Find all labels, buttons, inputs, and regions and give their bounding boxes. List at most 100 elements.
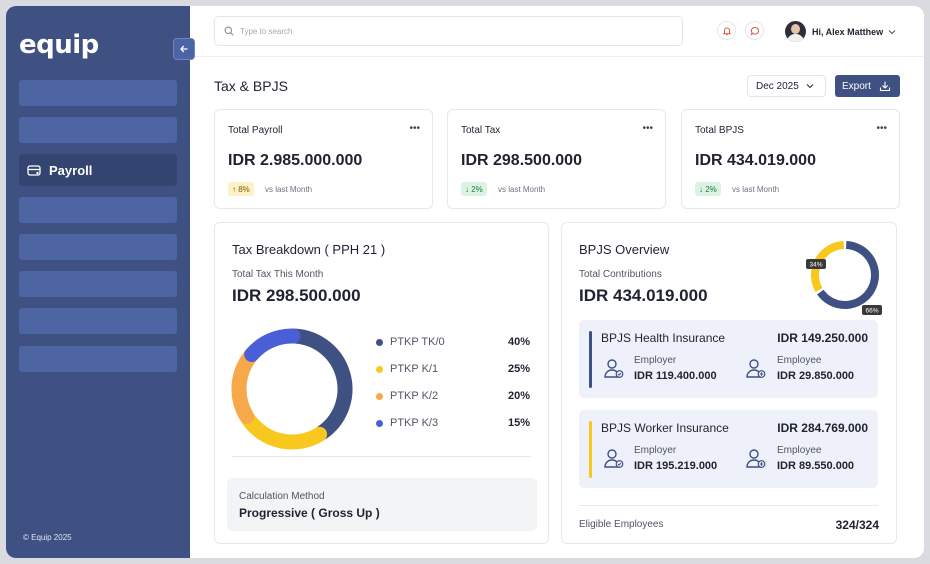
bpjs-worker-card: BPJS Worker Insurance IDR 284.769.000 Em… [579, 410, 878, 488]
divider [579, 505, 878, 506]
legend-label: PTKP K/1 [390, 363, 439, 375]
employee-label: Employee [777, 355, 822, 366]
bell-icon [722, 27, 731, 35]
employer-label: Employer [634, 445, 677, 456]
employee-user-icon [746, 359, 766, 378]
sidebar-item-5[interactable] [19, 234, 177, 260]
sidebar-item-payroll[interactable]: Payroll [19, 154, 177, 186]
more-options-icon[interactable]: ••• [876, 123, 887, 134]
calculation-method-value: Progressive ( Gross Up ) [239, 506, 380, 520]
change-badge: ↑ 8% [228, 182, 254, 196]
eligible-employees-label: Eligible Employees [579, 519, 664, 530]
legend-row: PTKP K/1 25% [376, 362, 530, 376]
arrow-down-icon: ↓ [465, 184, 472, 194]
donut-slice [231, 349, 258, 425]
header-divider [190, 56, 924, 57]
more-options-icon[interactable]: ••• [409, 123, 420, 134]
legend-row: PTKP K/3 15% [376, 416, 530, 430]
sidebar: equip Payroll © Equip 2025 [6, 6, 190, 558]
chevron-down-icon [806, 84, 814, 89]
legend-label: PTKP K/3 [390, 417, 439, 429]
change-badge: ↓ 2% [461, 182, 487, 196]
more-options-icon[interactable]: ••• [642, 123, 653, 134]
donut-slice [241, 411, 328, 450]
legend-row: PTKP K/2 20% [376, 389, 530, 403]
calculation-method-box: Calculation Method Progressive ( Gross U… [227, 478, 537, 531]
legend-dot [376, 365, 383, 373]
panel-subtitle: Total Tax This Month [232, 269, 324, 280]
stat-card-total-bpjs: Total BPJS ••• IDR 434.019.000 ↓ 2% vs l… [681, 109, 900, 209]
stat-title: Total BPJS [695, 125, 744, 136]
employer-value: IDR 119.400.000 [634, 370, 717, 382]
stat-card-total-tax: Total Tax ••• IDR 298.500.000 ↓ 2% vs la… [447, 109, 666, 209]
page-title: Tax & BPJS [214, 78, 288, 94]
app-window: equip Payroll © Equip 2025 Type to searc… [6, 6, 924, 558]
accent-bar [589, 421, 592, 478]
svg-text:34%: 34% [809, 262, 822, 269]
month-select-value: Dec 2025 [756, 80, 799, 92]
stat-value: IDR 2.985.000.000 [228, 152, 363, 169]
employer-user-icon [604, 449, 624, 468]
sidebar-item-8[interactable] [19, 346, 177, 372]
tax-breakdown-panel: Tax Breakdown ( PPH 21 ) Total Tax This … [214, 222, 549, 544]
employee-user-icon [746, 449, 766, 468]
employee-label: Employee [777, 445, 822, 456]
bpjs-overview-panel: BPJS Overview Total Contributions IDR 43… [561, 222, 897, 544]
bpjs-total-value: IDR 434.019.000 [579, 286, 708, 305]
calculation-method-label: Calculation Method [239, 491, 325, 502]
stat-title: Total Tax [461, 125, 501, 136]
legend-percent: 40% [507, 336, 530, 348]
employee-value: IDR 89.550.000 [777, 460, 855, 472]
arrow-left-icon [180, 45, 188, 53]
accent-bar [589, 331, 592, 388]
month-select[interactable]: Dec 2025 [747, 75, 826, 97]
app-logo[interactable]: equip [19, 30, 99, 60]
notification-button[interactable] [717, 21, 736, 40]
employee-value: IDR 29.850.000 [777, 370, 855, 382]
collapse-sidebar-button[interactable] [173, 38, 195, 60]
export-label: Export [842, 80, 871, 92]
sidebar-item-2[interactable] [19, 117, 177, 143]
legend-percent: 25% [507, 363, 530, 375]
legend-label: PTKP K/2 [390, 390, 439, 402]
chat-icon [750, 26, 759, 36]
search-icon [224, 26, 234, 36]
sidebar-item-4[interactable] [19, 197, 177, 223]
legend-dot [376, 338, 383, 346]
payroll-icon [27, 164, 41, 176]
export-button[interactable]: Export [835, 75, 900, 97]
donut-percent-label: 34% [806, 259, 826, 269]
user-menu[interactable]: Hi, Alex Matthew [785, 21, 897, 42]
sidebar-item-6[interactable] [19, 271, 177, 297]
insurance-name: BPJS Worker Insurance [601, 421, 729, 435]
comparison-text: vs last Month [265, 185, 313, 194]
donut-slice [244, 328, 301, 363]
donut-slice [817, 241, 879, 309]
eligible-employees-value: 324/324 [835, 518, 879, 532]
donut-percent-label: 66% [862, 305, 882, 315]
search-input[interactable]: Type to search [214, 16, 683, 46]
tax-donut-chart [231, 328, 353, 450]
legend-percent: 15% [507, 417, 530, 429]
stat-card-total-payroll: Total Payroll ••• IDR 2.985.000.000 ↑ 8%… [214, 109, 433, 209]
panel-title: BPJS Overview [579, 242, 670, 257]
insurance-total: IDR 284.769.000 [777, 421, 868, 435]
sidebar-item-1[interactable] [19, 80, 177, 106]
comparison-text: vs last Month [732, 185, 780, 194]
insurance-name: BPJS Health Insurance [601, 331, 726, 345]
copyright-text: © Equip 2025 [23, 533, 72, 542]
sidebar-item-label: Payroll [49, 162, 93, 178]
legend-percent: 20% [507, 390, 530, 402]
stat-value: IDR 434.019.000 [695, 152, 816, 169]
divider [232, 456, 531, 457]
employer-value: IDR 195.219.000 [634, 460, 718, 472]
user-greeting: Hi, Alex Matthew [812, 26, 884, 37]
stat-value: IDR 298.500.000 [461, 152, 582, 169]
svg-text:66%: 66% [865, 308, 878, 315]
bpjs-donut-chart: 66% 34% [806, 241, 882, 315]
change-badge: ↓ 2% [695, 182, 721, 196]
sidebar-item-7[interactable] [19, 308, 177, 334]
comparison-text: vs last Month [498, 185, 546, 194]
arrow-up-icon: ↑ [232, 184, 239, 194]
messages-button[interactable] [745, 21, 764, 40]
